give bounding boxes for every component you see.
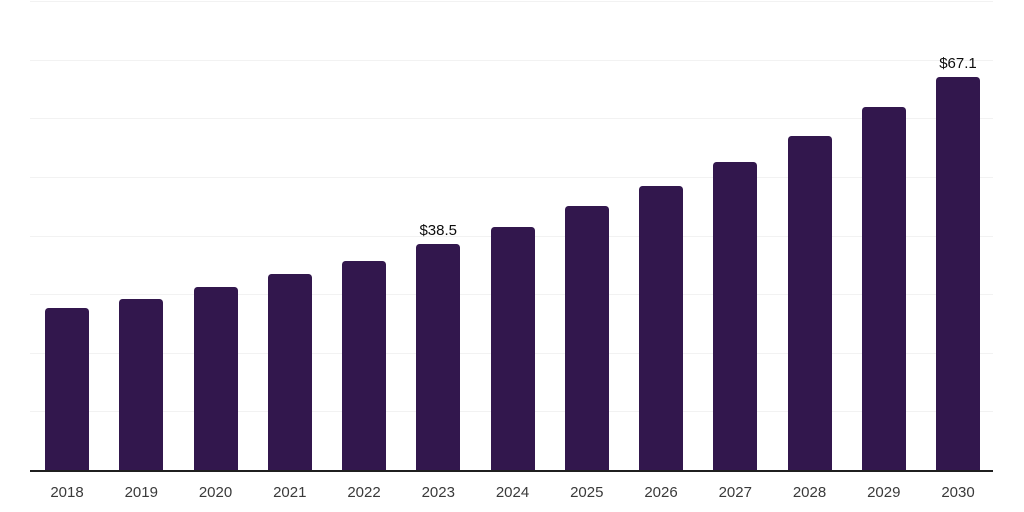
x-tick-label-2021: 2021 bbox=[273, 484, 307, 501]
x-tick-label-2026: 2026 bbox=[644, 484, 678, 501]
bar-2022 bbox=[342, 260, 386, 470]
bar-2018 bbox=[45, 308, 89, 470]
bar-2024 bbox=[490, 226, 535, 470]
data-label-2023: $38.5 bbox=[419, 222, 458, 240]
gridline bbox=[30, 176, 993, 178]
x-tick-label-2028: 2028 bbox=[792, 484, 827, 501]
x-tick-label-2023: 2023 bbox=[421, 484, 455, 501]
x-tick-label-2020: 2020 bbox=[198, 484, 233, 501]
x-tick-label-2025: 2025 bbox=[570, 484, 604, 501]
gridline bbox=[30, 1, 993, 2]
bar-2023 bbox=[416, 244, 461, 470]
bar-2027 bbox=[713, 162, 758, 470]
gridline bbox=[30, 118, 993, 120]
bar-2019 bbox=[119, 298, 164, 470]
bar-2021 bbox=[267, 273, 312, 470]
x-tick-label-2019: 2019 bbox=[124, 484, 158, 501]
x-tick-label-2024: 2024 bbox=[495, 484, 530, 501]
x-tick-label-2018: 2018 bbox=[50, 484, 84, 501]
bar-2030 bbox=[936, 76, 980, 470]
bar-2026 bbox=[639, 185, 683, 470]
x-tick-label-2029: 2029 bbox=[867, 484, 901, 501]
x-tick-label-2030: 2030 bbox=[941, 484, 975, 501]
bar-2020 bbox=[193, 286, 238, 470]
x-tick-label-2022: 2022 bbox=[347, 484, 381, 501]
bar-2029 bbox=[861, 107, 906, 470]
x-axis-line bbox=[30, 470, 993, 472]
bar-2028 bbox=[787, 135, 832, 470]
data-label-2030: $67.1 bbox=[939, 54, 977, 72]
x-tick-label-2027: 2027 bbox=[718, 484, 752, 501]
gridline bbox=[30, 59, 993, 61]
bar-2025 bbox=[564, 206, 609, 470]
